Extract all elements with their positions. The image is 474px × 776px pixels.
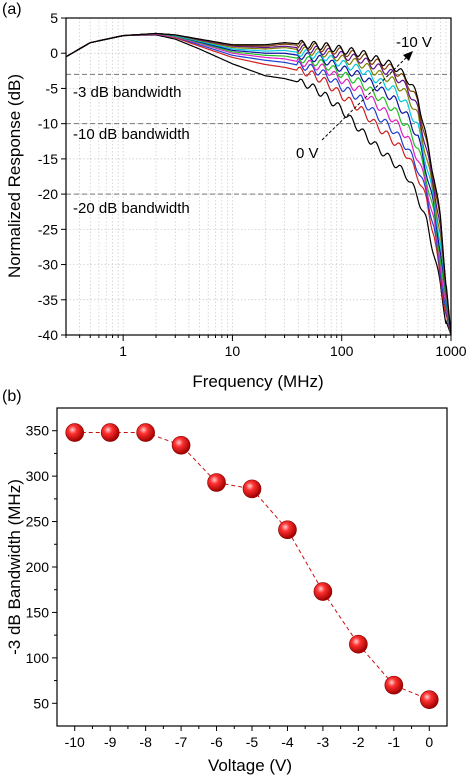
x-tick-label: 1000 (435, 343, 466, 359)
response-curve-2 (66, 33, 451, 335)
bandwidth-point (349, 634, 368, 654)
x-tick-label: -3 (317, 734, 330, 750)
ref-label-10db: -10 dB bandwidth (73, 126, 190, 143)
x-tick-label: -1 (388, 734, 401, 750)
panel-b-label: (b) (2, 388, 22, 405)
y-tick-label: -5 (46, 80, 59, 96)
panel-a-grid (65, 17, 451, 336)
panel-a-x-axis-label: Frequency (MHz) (192, 372, 323, 391)
y-tick-label: 150 (26, 604, 50, 620)
bandwidth-point (207, 473, 226, 492)
panel-b-series (65, 423, 439, 709)
panel-a-chart: (a) 1 10 100 1000 5 0 -5 -10 -15 -20 -25 -30 -35 -40… (2, 1, 467, 391)
bandwidth-point (313, 582, 333, 601)
y-tick-label: 0 (50, 45, 58, 61)
panel-a-series (66, 32, 451, 335)
response-curve-4 (66, 32, 451, 335)
y-tick-label: 200 (26, 559, 50, 575)
panel-b-chart: (b) -10 -9 -8 -7 -6 -5 -4 -3 -2 -1 0 5010015020025… (2, 388, 448, 775)
x-tick-label: 1 (119, 343, 127, 359)
y-tick-label: 350 (26, 423, 50, 439)
bandwidth-point (419, 690, 439, 709)
bandwidth-point (65, 423, 85, 442)
y-tick-label: -10 (38, 116, 58, 132)
voltage-trend-arrow-line (321, 54, 410, 141)
y-tick-label: -40 (38, 327, 58, 343)
panel-a-label: (a) (2, 1, 22, 18)
panel-a-x-ticks: 1 10 100 1000 (65, 335, 467, 359)
bandwidth-point (242, 479, 262, 499)
response-curve-6 (66, 32, 451, 335)
x-tick-label: -2 (352, 734, 365, 750)
panel-a-y-axis-label: Normalized Response (dB) (5, 74, 24, 278)
x-tick-label: -9 (104, 734, 117, 750)
panel-b-y-axis-label: -3 dB Bandwidth (MHz) (5, 479, 24, 655)
y-tick-label: 100 (26, 650, 50, 666)
response-curve-3 (66, 33, 451, 335)
x-tick-label: 100 (330, 343, 354, 359)
x-tick-label: -8 (139, 734, 152, 750)
response-curve-1 (66, 33, 451, 335)
panel-a-y-ticks: 5 0 -5 -10 -15 -20 -25 -30 -35 -40 (38, 10, 66, 343)
y-tick-label: -20 (38, 186, 58, 202)
panel-a-frame (65, 17, 452, 336)
ref-label-3db: -3 dB bandwidth (73, 84, 181, 101)
bandwidth-point (384, 675, 404, 695)
voltage-trend-arrowhead (403, 51, 413, 61)
x-tick-label: 0 (425, 734, 433, 750)
annotation-0v: 0 V (296, 145, 319, 162)
bandwidth-point (278, 520, 297, 540)
y-tick-label: -15 (38, 151, 58, 167)
y-tick-label: 250 (26, 514, 50, 530)
x-tick-label: 10 (225, 343, 241, 359)
y-tick-label: 50 (33, 695, 49, 711)
response-curve-8 (66, 32, 451, 335)
x-tick-label: -10 (65, 734, 85, 750)
panel-b-y-ticks: 50 100 150 200 250 300 350 (26, 423, 57, 711)
x-tick-label: -7 (175, 734, 188, 750)
y-tick-label: -25 (38, 221, 58, 237)
y-tick-label: -35 (38, 292, 58, 308)
response-curve-0 (66, 34, 451, 335)
panel-b-x-axis-label: Voltage (V) (208, 756, 292, 775)
response-curve-5 (66, 32, 451, 335)
x-tick-label: -4 (281, 734, 294, 750)
bandwidth-point (171, 435, 191, 455)
bandwidth-point (100, 423, 120, 442)
y-tick-label: 300 (26, 468, 50, 484)
bandwidth-line (74, 432, 430, 701)
response-curve-7 (66, 32, 451, 335)
ref-label-20db: -20 dB bandwidth (73, 200, 190, 217)
bandwidth-point (136, 423, 155, 442)
x-tick-label: -5 (246, 734, 259, 750)
response-curve-9 (66, 32, 451, 335)
y-tick-label: -30 (38, 257, 58, 273)
y-tick-label: 5 (50, 10, 58, 26)
response-curve-10 (66, 32, 451, 335)
x-tick-label: -6 (210, 734, 223, 750)
annotation-minus-10v: -10 V (396, 34, 432, 51)
panel-b-x-ticks: -10 -9 -8 -7 -6 -5 -4 -3 -2 -1 0 (65, 726, 433, 750)
